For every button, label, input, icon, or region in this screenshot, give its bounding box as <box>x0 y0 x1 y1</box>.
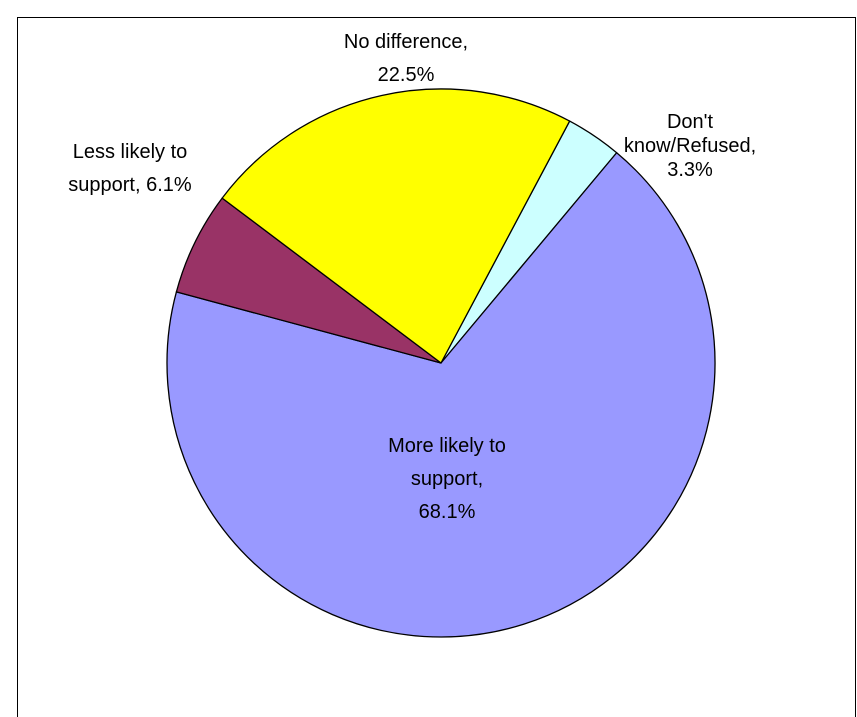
slice-label: Don't know/Refused, 3.3% <box>624 111 756 181</box>
slice-label-line: support, 6.1% <box>68 174 192 196</box>
slice-label-line: More likely to <box>388 435 506 457</box>
slice-label-line: know/Refused, <box>624 135 756 157</box>
slice-label-line: 3.3% <box>667 159 713 181</box>
slice-label-line: Less likely to <box>73 141 188 163</box>
pie-slice <box>166 152 716 638</box>
slice-label-line: support, <box>411 468 483 490</box>
pie-labels: Don't know/Refused, 3.3% More likely to supp… <box>68 31 756 523</box>
pie-slice <box>221 88 571 364</box>
slice-label: Less likely to support, 6.1% <box>68 141 192 196</box>
pie-slices <box>166 88 716 638</box>
slice-label-line: 22.5% <box>378 64 435 86</box>
slice-label-line: Don't <box>667 111 714 133</box>
slice-label-line: No difference, <box>344 31 468 53</box>
slice-label-line: 68.1% <box>419 501 476 523</box>
slice-label: More likely to support, 68.1% <box>388 435 506 523</box>
slice-label: No difference, 22.5% <box>344 31 468 86</box>
